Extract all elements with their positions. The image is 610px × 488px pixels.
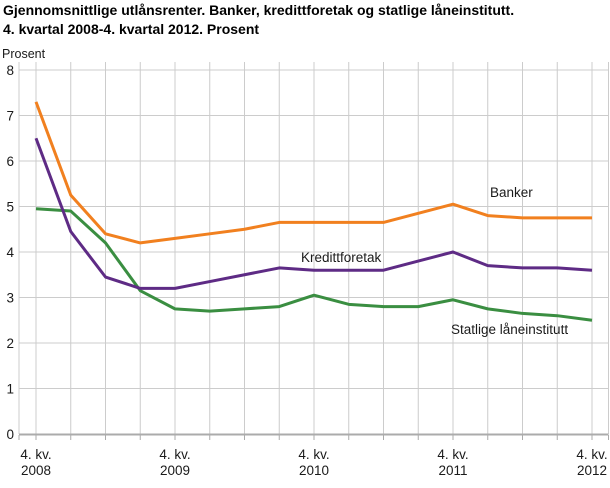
- x-axis-tick-label-year: 2009: [160, 463, 190, 478]
- x-axis-tick-label-quarter: 4. kv.: [576, 447, 607, 462]
- y-axis-tick-label: 5: [6, 200, 14, 215]
- series-line-statlige-l-neinstitutt: [35, 207, 593, 322]
- x-axis-tick-label-quarter: 4. kv.: [20, 447, 51, 462]
- series-label-statlige-l-neinstitutt: Statlige låneinstitutt: [451, 322, 568, 337]
- y-axis-tick-label: 7: [6, 109, 14, 124]
- y-axis-tick-label: 6: [6, 154, 14, 169]
- series-line-kredittforetak: [34, 137, 593, 290]
- y-axis-tick-label: 4: [6, 245, 14, 260]
- x-axis-tick-label-year: 2010: [299, 463, 329, 478]
- series-label-banker: Banker: [490, 185, 533, 200]
- x-axis-tick-label-year: 2012: [577, 463, 607, 478]
- series-line-banker: [34, 101, 592, 245]
- x-axis-tick-label-quarter: 4. kv.: [159, 447, 190, 462]
- y-axis-tick-label: 8: [6, 63, 14, 78]
- series-label-kredittforetak: Kredittforetak: [301, 250, 382, 265]
- chart-title: Gjennomsnittlige utlånsrenter. Banker, k…: [3, 1, 514, 39]
- x-axis-tick-label-quarter: 4. kv.: [437, 447, 468, 462]
- chart-title-line-2: 4. kvartal 2008-4. kvartal 2012. Prosent: [3, 21, 260, 37]
- x-axis-tick-label-year: 2011: [438, 463, 467, 478]
- x-axis-tick-label-quarter: 4. kv.: [298, 447, 329, 462]
- x-axis-tick-label-year: 2008: [21, 463, 51, 478]
- chart-title-line-1: Gjennomsnittlige utlånsrenter. Banker, k…: [3, 2, 515, 18]
- y-axis-tick-label: 3: [6, 291, 14, 306]
- y-axis-unit-label: Prosent: [2, 47, 46, 61]
- y-axis-tick-label: 2: [6, 336, 14, 351]
- y-axis-tick-label: 1: [6, 382, 14, 397]
- y-axis-tick-label: 0: [6, 427, 14, 442]
